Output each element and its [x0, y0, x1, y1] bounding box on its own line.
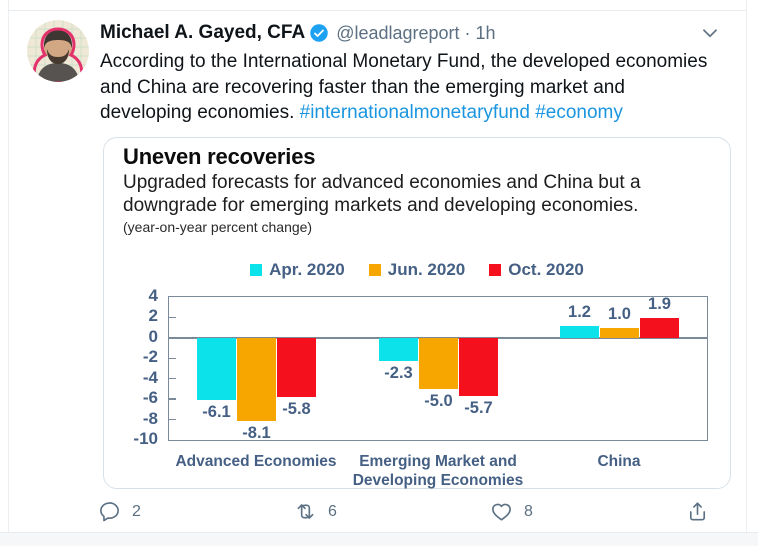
retweet-icon — [297, 504, 314, 519]
like-button[interactable]: 8 — [490, 500, 533, 523]
share-icon — [689, 502, 706, 521]
author-name[interactable]: Michael A. Gayed, CFA — [100, 22, 306, 43]
bar-value-label: -5.8 — [282, 400, 311, 419]
x-axis-label: China — [597, 453, 641, 470]
bar — [560, 325, 599, 338]
chart-title: Uneven recoveries — [123, 144, 316, 169]
legend-item: Oct. 2020 — [489, 260, 584, 280]
hashtag-link-imf[interactable]: #internationalmonetaryfund — [299, 102, 530, 123]
like-count: 8 — [524, 502, 533, 520]
legend-swatch — [368, 264, 381, 276]
tweet-timestamp: 1h — [475, 22, 496, 43]
retweet-count: 6 — [328, 502, 337, 520]
legend-swatch — [250, 264, 263, 276]
bar — [640, 318, 679, 338]
y-axis-tick — [169, 398, 176, 400]
meta-separator: · — [464, 22, 471, 43]
heart-icon — [492, 503, 511, 521]
bar-value-label: 1.0 — [608, 304, 631, 323]
avatar[interactable] — [27, 20, 89, 82]
bar — [237, 337, 276, 421]
chevron-down-icon[interactable] — [698, 21, 722, 45]
tweet-text-body: According to the International Monetary … — [100, 51, 708, 123]
x-axis-label: Advanced Economies — [175, 453, 337, 470]
chart-legend: Apr. 2020 Jun. 2020 Oct. 2020 — [104, 260, 730, 280]
tweet-top-divider — [8, 10, 746, 11]
bar-value-label: 1.9 — [648, 295, 671, 314]
bar — [277, 337, 316, 398]
bar-value-label: -8.1 — [242, 423, 271, 442]
bar — [419, 337, 458, 389]
x-axis-label: Emerging Market and Developing Economies — [352, 453, 524, 489]
plot-area: -6.1 -2.3 1.2 -8.1 -5.0 1.0 -5.8 -5.7 1.9 — [168, 295, 708, 442]
y-axis-label: -2 — [142, 347, 158, 367]
y-axis-tick — [169, 377, 176, 380]
bar — [379, 337, 418, 362]
legend-label: Apr. 2020 — [269, 260, 345, 279]
chart-unit-note: (year-on-year percent change) — [123, 219, 313, 235]
y-axis-tick — [169, 316, 176, 319]
legend-swatch — [489, 264, 502, 276]
chart-subtitle: Upgraded forecasts for advanced economie… — [123, 172, 641, 216]
bar-value-label: -5.0 — [424, 391, 453, 410]
hashtag-link-economy[interactable]: #economy — [535, 102, 623, 123]
retweet-button[interactable]: 6 — [294, 500, 337, 523]
tweet-header: Michael A. Gayed, CFA @leadlagreport · 1… — [100, 21, 722, 45]
timeline-column — [8, 0, 747, 546]
tweet-action-bar: 2 6 8 — [98, 500, 709, 523]
reply-count: 2 — [132, 502, 141, 520]
chart-image[interactable]: Uneven recoveries Upgraded forecasts for… — [103, 137, 731, 489]
bar-value-label: -6.1 — [202, 403, 231, 422]
verified-icon — [310, 24, 328, 42]
bar-value-label: -2.3 — [384, 364, 413, 383]
legend-label: Jun. 2020 — [387, 260, 466, 279]
legend-item: Jun. 2020 — [368, 260, 466, 280]
reply-icon — [100, 502, 119, 522]
y-axis-tick — [169, 357, 176, 360]
y-axis-label: 4 — [148, 286, 158, 305]
reply-button[interactable]: 2 — [98, 500, 141, 523]
share-button[interactable] — [686, 500, 709, 523]
y-axis-label: -8 — [142, 408, 158, 428]
tweet-bottom-divider — [0, 532, 758, 533]
bar-value-label: 1.2 — [568, 302, 591, 321]
y-axis-label: 2 — [148, 306, 158, 326]
legend-item: Apr. 2020 — [250, 260, 345, 280]
bar — [197, 337, 236, 401]
legend-label: Oct. 2020 — [508, 260, 584, 279]
y-axis-tick — [169, 418, 176, 421]
tweet-text: According to the International Monetary … — [100, 49, 720, 126]
y-axis-label: -4 — [142, 367, 158, 387]
bar — [600, 327, 639, 338]
author-handle[interactable]: @leadlagreport — [336, 22, 460, 43]
y-axis-label: -6 — [142, 388, 158, 408]
next-item-strip — [0, 533, 758, 546]
bar — [459, 337, 498, 397]
bar-value-label: -5.7 — [464, 399, 493, 418]
y-axis-label: 0 — [148, 326, 158, 346]
y-axis-label: -10 — [133, 429, 158, 448]
